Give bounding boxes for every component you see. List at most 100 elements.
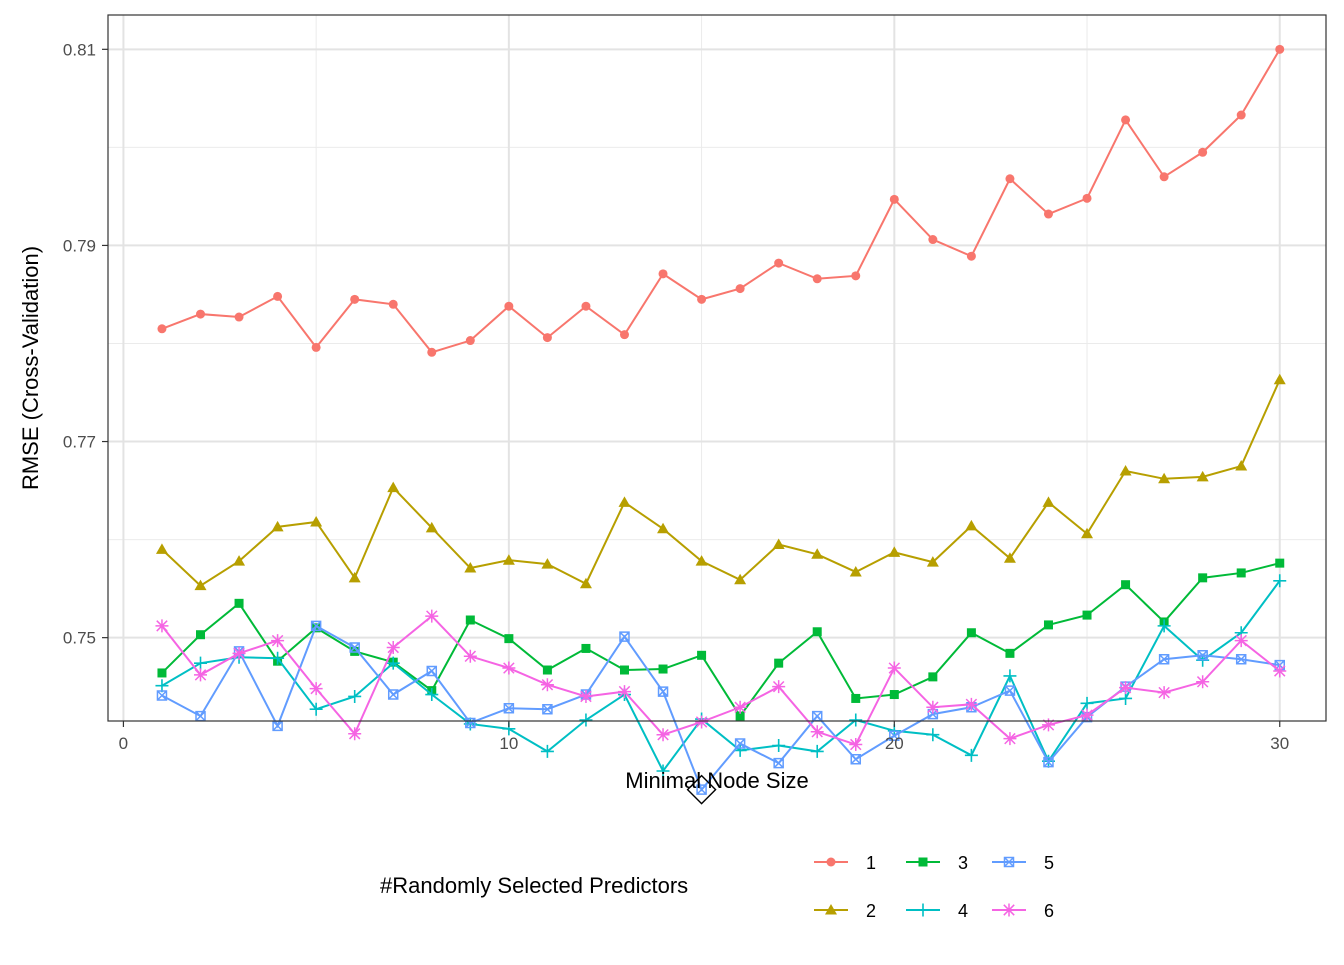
data-point-1 xyxy=(311,342,321,352)
data-point-3 xyxy=(542,665,552,675)
data-point-1 xyxy=(1159,172,1169,182)
data-point-1 xyxy=(1121,115,1131,125)
data-point-5 xyxy=(156,690,168,701)
data-point-1 xyxy=(350,294,360,304)
series-line-6 xyxy=(161,614,1281,746)
data-point-1 xyxy=(1005,174,1015,184)
data-point-1 xyxy=(697,294,707,304)
data-point-5 xyxy=(465,717,476,729)
data-point-2 xyxy=(695,555,708,566)
data-point-4 xyxy=(926,728,940,742)
legend-label-6: 6 xyxy=(1044,901,1054,921)
annotation-layer xyxy=(686,774,717,805)
data-point-4 xyxy=(849,713,863,727)
data-point-3 xyxy=(735,711,745,721)
data-point-6 xyxy=(1041,718,1055,732)
data-point-6 xyxy=(463,649,477,663)
data-point-4 xyxy=(194,656,208,670)
data-point-6 xyxy=(926,700,940,714)
data-point-2 xyxy=(1003,552,1016,563)
data-point-1 xyxy=(427,347,437,357)
data-point-2 xyxy=(464,562,477,573)
data-point-1 xyxy=(619,330,629,340)
data-point-2 xyxy=(348,571,361,583)
y-tick-label: 0.77 xyxy=(63,433,96,452)
data-point-2 xyxy=(1158,472,1171,484)
data-point-1 xyxy=(851,271,861,281)
data-point-2 xyxy=(310,515,323,527)
y-tick-label: 0.75 xyxy=(63,629,96,648)
data-point-6 xyxy=(772,680,786,694)
data-point-6 xyxy=(540,678,554,692)
legend-label-5: 5 xyxy=(1044,853,1054,873)
data-point-6 xyxy=(733,700,747,714)
data-point-5 xyxy=(542,703,553,715)
data-point-3 xyxy=(1082,610,1092,620)
data-point-2 xyxy=(1081,527,1094,539)
data-point-4 xyxy=(386,656,400,670)
data-point-5 xyxy=(272,720,283,732)
data-point-6 xyxy=(1273,664,1287,678)
series-line-3 xyxy=(161,562,1280,718)
data-point-2 xyxy=(194,579,207,591)
data-point-6 xyxy=(309,682,323,696)
data-point-1 xyxy=(1236,110,1246,120)
data-point-5 xyxy=(1004,685,1016,696)
data-point-6 xyxy=(617,685,631,699)
series-6 xyxy=(155,609,1287,752)
legend-item-4: 4 xyxy=(906,901,968,921)
data-point-6 xyxy=(810,725,824,739)
data-point-4 xyxy=(1003,669,1017,683)
x-tick-label: 20 xyxy=(885,734,904,753)
data-point-3 xyxy=(812,627,822,637)
data-point-1 xyxy=(928,235,938,245)
series-line-5 xyxy=(161,624,1280,792)
data-point-2 xyxy=(233,555,246,566)
series-2 xyxy=(155,373,1286,591)
data-point-3 xyxy=(697,650,707,660)
data-point-6 xyxy=(502,661,516,675)
data-point-4 xyxy=(772,739,786,753)
data-point-2 xyxy=(1235,460,1248,471)
data-point-4 xyxy=(1157,619,1171,633)
grid-minor xyxy=(108,15,1326,721)
data-point-3 xyxy=(465,615,475,625)
data-point-2 xyxy=(657,522,670,534)
series-line-2 xyxy=(161,379,1281,587)
legend-key-marker xyxy=(1003,856,1015,868)
data-point-6 xyxy=(1119,681,1133,695)
data-point-5 xyxy=(889,730,900,741)
data-point-6 xyxy=(348,727,362,741)
data-point-2 xyxy=(1042,496,1055,507)
data-point-5 xyxy=(310,620,322,632)
data-point-2 xyxy=(541,558,554,569)
data-point-5 xyxy=(696,784,707,795)
data-point-1 xyxy=(388,299,398,309)
data-point-2 xyxy=(1273,373,1286,385)
data-point-4 xyxy=(1273,574,1287,588)
data-point-2 xyxy=(734,573,747,585)
data-point-2 xyxy=(926,556,939,567)
data-point-5 xyxy=(1235,653,1247,665)
data-point-1 xyxy=(1275,44,1285,54)
data-point-1 xyxy=(465,336,475,346)
data-point-2 xyxy=(1196,470,1209,482)
data-point-6 xyxy=(1080,708,1094,722)
data-point-6 xyxy=(1196,675,1210,689)
data-point-4 xyxy=(579,713,593,727)
data-point-1 xyxy=(735,284,745,294)
series-1 xyxy=(157,44,1285,357)
data-point-1 xyxy=(157,324,167,334)
data-point-3 xyxy=(851,693,861,703)
legend-label-3: 3 xyxy=(958,853,968,873)
data-point-3 xyxy=(966,628,976,638)
data-point-4 xyxy=(348,689,362,703)
data-point-5 xyxy=(1043,756,1054,768)
data-point-3 xyxy=(504,634,514,644)
data-point-4 xyxy=(155,679,169,693)
data-point-4 xyxy=(425,688,439,702)
data-point-6 xyxy=(1234,634,1248,648)
legend-item-3: 3 xyxy=(906,853,968,873)
data-point-6 xyxy=(425,609,439,623)
data-point-3 xyxy=(1275,558,1285,568)
